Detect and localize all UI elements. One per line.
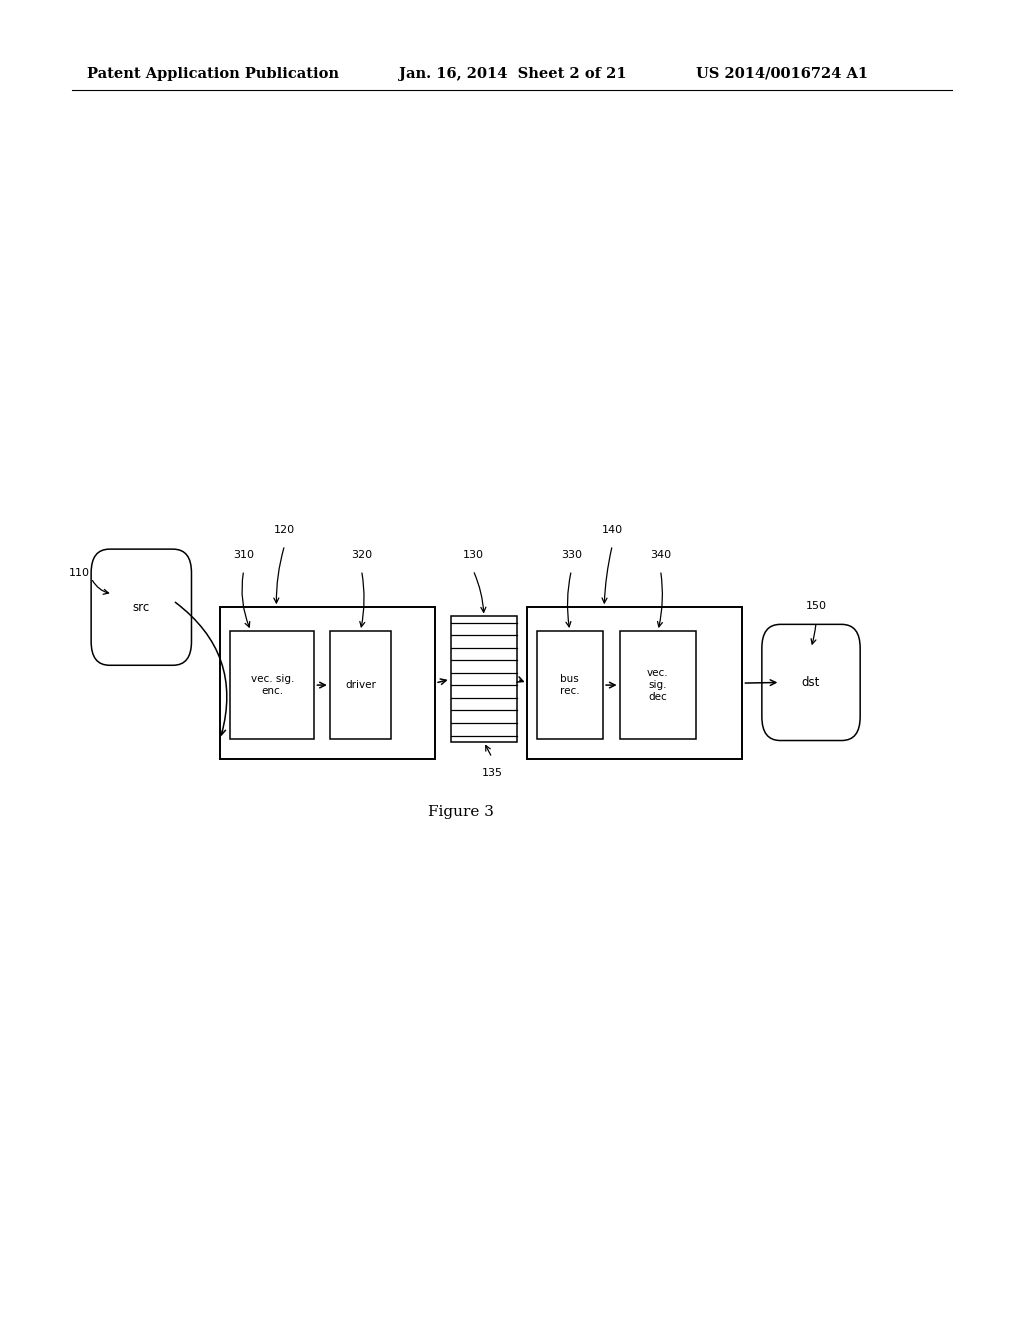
Text: 150: 150 (806, 601, 826, 611)
Text: 330: 330 (561, 549, 582, 560)
FancyBboxPatch shape (91, 549, 191, 665)
FancyBboxPatch shape (537, 631, 603, 739)
Text: Jan. 16, 2014  Sheet 2 of 21: Jan. 16, 2014 Sheet 2 of 21 (399, 67, 627, 81)
Text: Patent Application Publication: Patent Application Publication (87, 67, 339, 81)
Text: 130: 130 (463, 549, 483, 560)
FancyBboxPatch shape (762, 624, 860, 741)
FancyBboxPatch shape (620, 631, 696, 739)
Text: 110: 110 (69, 568, 89, 578)
Text: dst: dst (802, 676, 820, 689)
Text: 320: 320 (351, 549, 372, 560)
FancyBboxPatch shape (220, 607, 435, 759)
Text: src: src (133, 601, 150, 614)
Text: 135: 135 (481, 768, 503, 779)
Text: vec.
sig.
dec: vec. sig. dec (647, 668, 669, 702)
Text: 340: 340 (650, 549, 671, 560)
Text: bus
rec.: bus rec. (560, 675, 580, 696)
FancyBboxPatch shape (230, 631, 314, 739)
Text: vec. sig.
enc.: vec. sig. enc. (251, 675, 294, 696)
Text: Figure 3: Figure 3 (428, 805, 494, 818)
Text: 120: 120 (274, 524, 295, 535)
Text: 140: 140 (602, 524, 623, 535)
Text: driver: driver (345, 680, 376, 690)
FancyBboxPatch shape (330, 631, 391, 739)
FancyBboxPatch shape (527, 607, 742, 759)
Text: 310: 310 (233, 549, 254, 560)
Text: US 2014/0016724 A1: US 2014/0016724 A1 (696, 67, 868, 81)
